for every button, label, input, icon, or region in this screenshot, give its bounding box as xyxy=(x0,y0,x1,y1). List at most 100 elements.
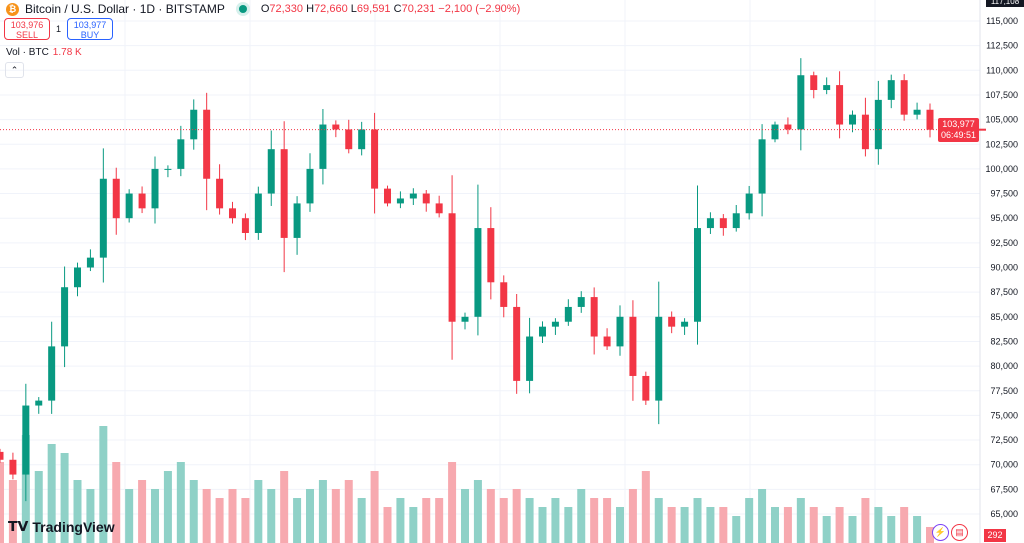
candle-body xyxy=(371,129,379,189)
y-tick-label: 107,500 xyxy=(985,90,1018,100)
candle-body xyxy=(448,213,456,322)
candle-body xyxy=(99,178,107,258)
volume-bar xyxy=(0,462,4,543)
candle-body xyxy=(900,80,908,115)
candle-body xyxy=(474,228,482,317)
sell-button[interactable]: 103,976 SELL xyxy=(4,18,50,40)
volume-bar xyxy=(771,507,779,543)
candle-body xyxy=(293,203,301,238)
volume-bar xyxy=(603,498,612,543)
candle-body xyxy=(784,124,792,130)
tradingview-logo[interactable]: 𝗧𝗩 TradingView xyxy=(8,518,115,535)
volume-bar xyxy=(616,507,624,543)
volume-bar xyxy=(900,507,909,543)
y-tick-label: 105,000 xyxy=(985,115,1018,125)
volume-bar xyxy=(706,507,715,543)
candle-body xyxy=(229,208,236,219)
candle-body xyxy=(487,228,495,283)
volume-bar xyxy=(215,498,224,543)
volume-bar xyxy=(47,444,56,543)
candle-body xyxy=(706,218,714,229)
volume-bar xyxy=(551,498,560,543)
volume-bar xyxy=(383,507,392,543)
collapse-legend-button[interactable]: ⌃ xyxy=(5,62,24,78)
candle-body xyxy=(332,124,340,130)
volume-bar xyxy=(486,489,495,543)
candle-body xyxy=(138,193,146,209)
bitcoin-icon: ₿ xyxy=(6,2,19,16)
volume-bar xyxy=(525,498,534,543)
y-tick-label: 92,500 xyxy=(990,238,1018,248)
volume-bar xyxy=(448,462,457,543)
volume-bar xyxy=(577,489,586,543)
volume-bar xyxy=(112,462,121,543)
lightning-icon[interactable]: ⚡ xyxy=(932,524,949,541)
candle-body xyxy=(836,85,844,125)
volume-bar xyxy=(796,498,805,543)
candle-body xyxy=(151,168,159,209)
candle-body xyxy=(422,193,430,204)
candle-body xyxy=(0,451,4,460)
candle-body xyxy=(874,99,882,150)
y-tick-label: 115,000 xyxy=(986,16,1018,26)
volume-bar xyxy=(590,498,599,543)
y-tick-label: 90,000 xyxy=(990,263,1018,273)
candle-body xyxy=(616,316,624,347)
candle-body xyxy=(203,109,211,179)
volume-bar xyxy=(306,489,314,543)
candle-body xyxy=(926,109,934,130)
us-flag-icon[interactable]: ▤ xyxy=(951,524,968,541)
volume-bar xyxy=(409,507,418,543)
candle-body xyxy=(319,124,327,169)
ohlc-values: O72,330 H72,660 L69,591 C70,231 −2,100 (… xyxy=(260,3,521,15)
volume-bar xyxy=(822,516,831,543)
volume-bar xyxy=(848,516,857,543)
tradingview-logo-icon: 𝗧𝗩 xyxy=(8,518,29,534)
volume-bar xyxy=(318,480,327,543)
volume-legend: Vol · BTC 1.78 K xyxy=(6,47,82,58)
candle-body xyxy=(642,375,650,401)
volume-bar xyxy=(809,507,818,543)
volume-bar xyxy=(99,426,108,543)
volume-bar xyxy=(357,498,366,543)
volume-bar xyxy=(758,489,767,543)
volume-bar xyxy=(861,498,870,543)
volume-bar xyxy=(189,480,198,543)
symbol-title[interactable]: Bitcoin / U.S. Dollar · 1D · BITSTAMP xyxy=(25,2,225,16)
candle-body xyxy=(241,218,249,233)
buy-button[interactable]: 103,977 BUY xyxy=(67,18,114,40)
volume-bar xyxy=(241,498,250,543)
candle-body xyxy=(810,75,818,91)
candle-body xyxy=(35,400,43,406)
volume-bar xyxy=(254,480,263,543)
high-price-tag: 117,108 xyxy=(986,0,1024,7)
candle-body xyxy=(913,109,921,115)
volume-bar xyxy=(176,462,185,543)
volume-bar xyxy=(228,489,237,543)
candle-body xyxy=(267,149,275,194)
y-tick-label: 102,500 xyxy=(985,139,1018,149)
market-status-icon xyxy=(238,5,247,13)
volume-bar xyxy=(151,489,159,543)
volume-bar xyxy=(926,526,934,543)
volume-bar xyxy=(745,498,754,543)
volume-bar xyxy=(138,480,147,543)
volume-bar xyxy=(564,507,573,543)
candle-body xyxy=(345,129,353,150)
volume-bar xyxy=(73,480,82,543)
y-tick-label: 110,000 xyxy=(986,65,1018,75)
candle-body xyxy=(629,316,637,376)
candle-body xyxy=(254,193,262,233)
symbol-header: ₿ Bitcoin / U.S. Dollar · 1D · BITSTAMP … xyxy=(6,2,520,16)
volume-bar xyxy=(396,498,405,543)
candle-body xyxy=(306,168,314,204)
candle-body xyxy=(551,321,559,327)
volume-bar xyxy=(499,498,508,543)
candle-body xyxy=(758,139,766,194)
candle-body xyxy=(564,306,572,322)
y-tick-label: 70,000 xyxy=(990,460,1018,470)
volume-bar xyxy=(34,471,43,543)
chevron-up-icon: ⌃ xyxy=(10,65,19,75)
y-tick-label: 67,500 xyxy=(990,484,1018,494)
